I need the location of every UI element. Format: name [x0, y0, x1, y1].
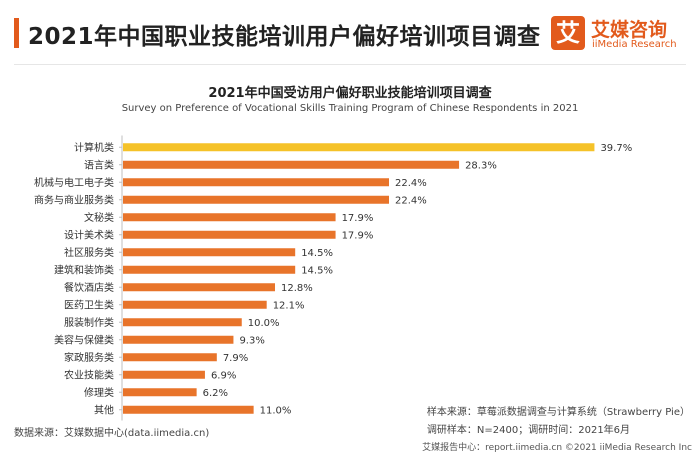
bar — [123, 213, 336, 222]
title-accent-bar — [14, 18, 19, 48]
value-label: 7.9% — [223, 353, 248, 364]
category-label: 家政服务类 — [64, 351, 114, 364]
category-label: 社区服务类 — [64, 246, 114, 259]
bar — [123, 405, 254, 414]
bar — [123, 318, 242, 327]
logo-subtitle: iiMedia Research — [592, 39, 677, 50]
chart-title: 2021年中国受访用户偏好职业技能培训项目调查 — [208, 86, 492, 101]
copyright-footer: 艾媒报告中心：report.iimedia.cn ©2021 iiMedia R… — [422, 443, 692, 453]
category-label: 建筑和装饰类 — [54, 263, 114, 276]
bar — [123, 335, 234, 344]
header-divider — [14, 64, 686, 65]
bar — [123, 353, 217, 362]
bar — [123, 248, 296, 257]
bar — [123, 178, 389, 187]
value-label: 12.1% — [273, 300, 305, 311]
category-label: 机械与电工电子类 — [34, 176, 114, 189]
bar — [123, 283, 275, 292]
value-label: 28.3% — [465, 160, 497, 171]
brand-logo: 艾 艾媒咨询 iiMedia Research — [551, 14, 691, 58]
sample-source: 样本来源：草莓派数据调查与计算系统（Strawberry Pie） — [426, 407, 690, 418]
category-label: 服装制作类 — [64, 316, 114, 329]
value-label: 22.4% — [395, 178, 427, 189]
value-label: 17.9% — [342, 213, 374, 224]
value-label: 14.5% — [301, 248, 333, 259]
category-label: 其他 — [94, 403, 114, 416]
value-label: 22.4% — [395, 195, 427, 206]
value-label: 9.3% — [239, 335, 264, 346]
data-source: 数据来源：艾媒数据中心(data.iimedia.cn) — [14, 428, 210, 439]
value-label: 12.8% — [281, 283, 313, 294]
category-label: 餐饮酒店类 — [64, 281, 114, 294]
value-label: 39.7% — [600, 143, 632, 154]
chart-subtitle: Survey on Preference of Vocational Skill… — [121, 103, 579, 114]
value-label: 17.9% — [342, 230, 374, 241]
category-label: 文秘类 — [84, 211, 114, 224]
category-label: 商务与商业服务类 — [34, 193, 114, 206]
bar — [123, 143, 595, 152]
bar — [123, 160, 460, 169]
bar — [123, 195, 389, 204]
category-label: 设计美术类 — [64, 228, 114, 241]
bar — [123, 265, 296, 274]
category-label: 修理类 — [84, 386, 114, 399]
page-title: 2021年中国职业技能培训用户偏好培训项目调查 — [28, 24, 541, 50]
bar — [123, 300, 267, 309]
value-label: 6.2% — [203, 388, 228, 399]
category-label: 计算机类 — [74, 141, 114, 154]
value-label: 6.9% — [211, 370, 236, 381]
sample-info: 调研样本：N=2400；调研时间：2021年6月 — [426, 425, 631, 436]
category-label: 语言类 — [84, 158, 114, 171]
logo-name: 艾媒咨询 — [591, 19, 668, 41]
value-label: 11.0% — [260, 405, 292, 416]
value-label: 10.0% — [248, 318, 280, 329]
logo-badge-icon: 艾 — [551, 16, 585, 50]
category-label: 农业技能类 — [64, 368, 114, 381]
bar — [123, 388, 197, 397]
bar — [123, 370, 205, 379]
logo-glyph: 艾 — [556, 19, 580, 47]
category-label: 医药卫生类 — [64, 298, 114, 311]
sample-note: 样本来源：草莓派数据调查与计算系统（Strawberry Pie） 调研样本：N… — [427, 404, 690, 440]
value-label: 14.5% — [301, 265, 333, 276]
bar — [123, 230, 336, 239]
category-label: 美容与保健类 — [54, 333, 114, 346]
